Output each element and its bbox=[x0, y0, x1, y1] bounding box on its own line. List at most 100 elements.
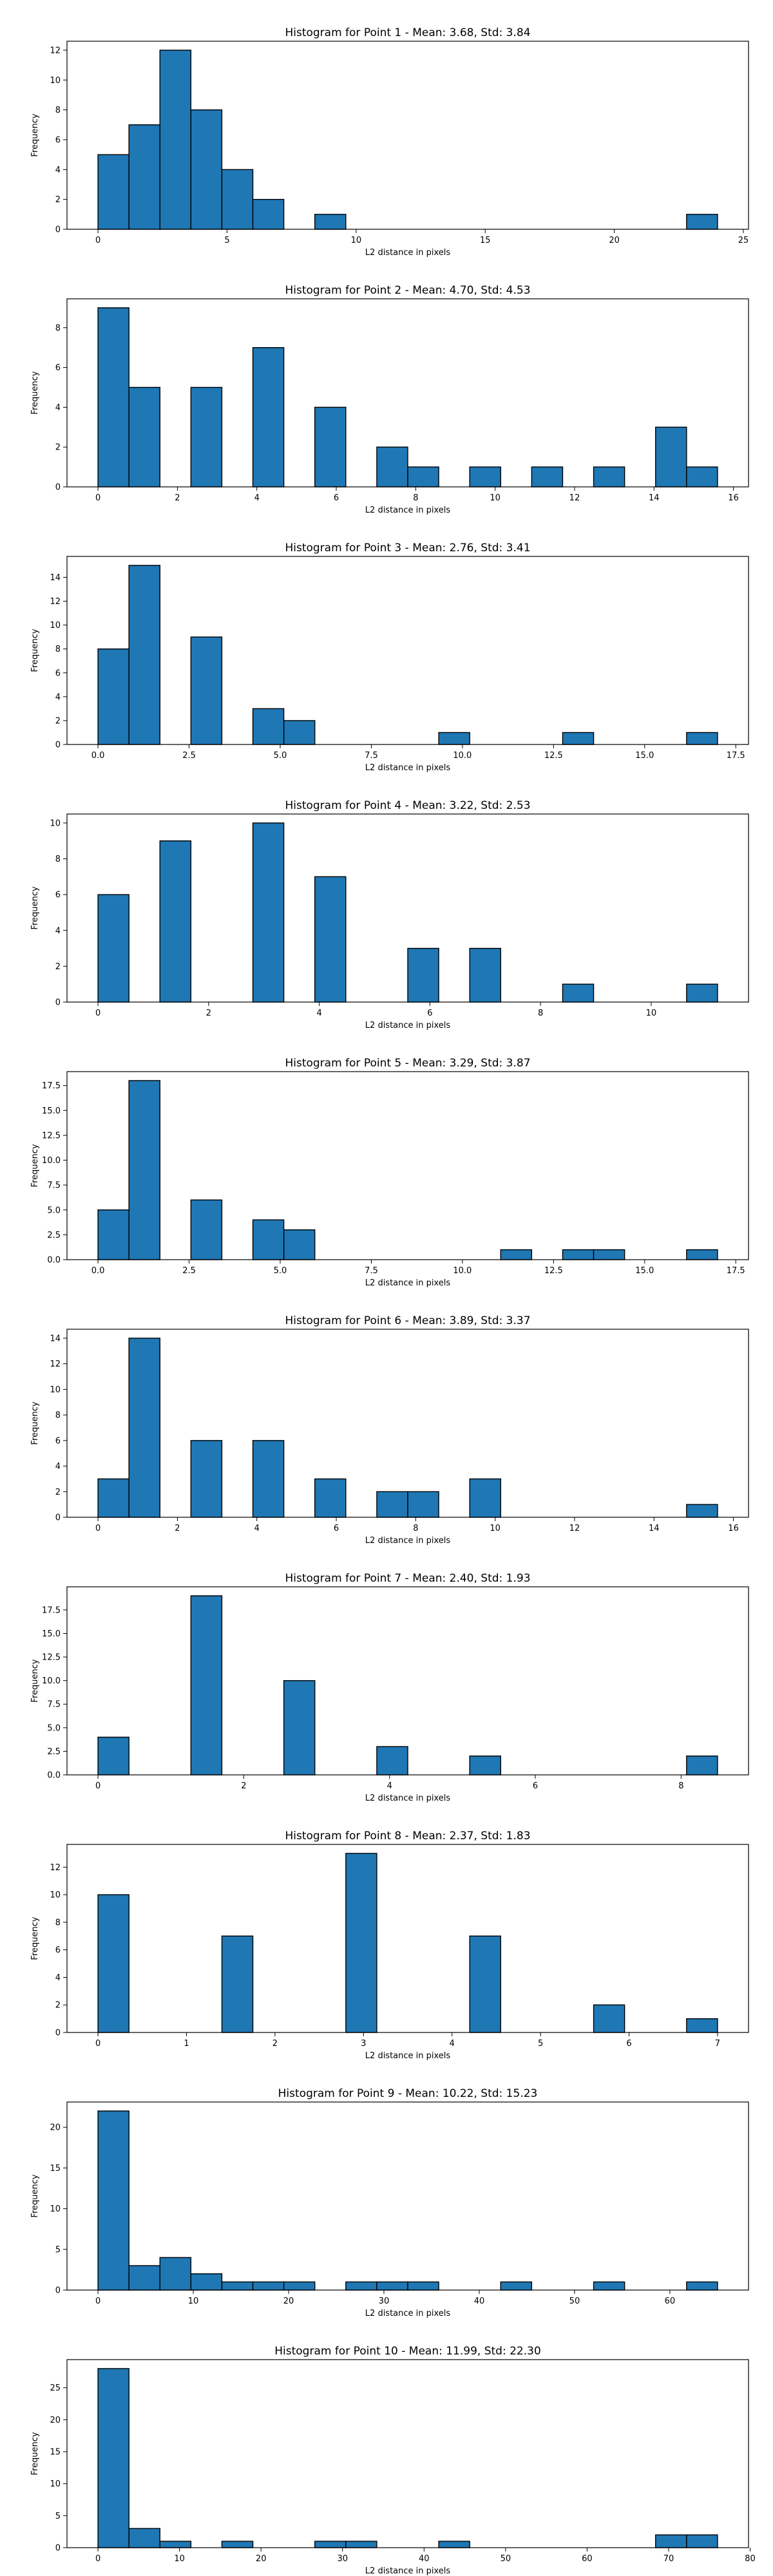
histogram-chart-4: Histogram for Point 4 - Mean: 3.22, Std:… bbox=[30, 799, 749, 1030]
histogram-bar bbox=[190, 636, 223, 745]
plot-frame bbox=[66, 41, 749, 230]
y-axis-label: Frequency bbox=[30, 2174, 40, 2217]
plot-frame bbox=[66, 1329, 749, 1518]
histogram-bar bbox=[252, 708, 285, 745]
histogram-bar bbox=[221, 1935, 254, 2033]
histogram-bar bbox=[97, 307, 129, 488]
x-tick-label: 0 bbox=[95, 493, 100, 503]
y-tick-label: 0 bbox=[55, 1513, 61, 1523]
histogram-bar bbox=[500, 1249, 533, 1260]
x-tick-label: 12.5 bbox=[544, 751, 563, 761]
x-tick-label: 16 bbox=[728, 493, 739, 503]
x-tick-label: 10.0 bbox=[453, 1266, 472, 1276]
histogram-bar bbox=[97, 1209, 129, 1260]
histogram-bar bbox=[252, 347, 285, 488]
histogram-bar bbox=[376, 446, 408, 488]
histogram-chart-5: Histogram for Point 5 - Mean: 3.29, Std:… bbox=[30, 1057, 749, 1288]
x-tick-label: 30 bbox=[337, 2554, 348, 2564]
histogram-bar bbox=[97, 2368, 129, 2548]
histogram-bar bbox=[128, 1080, 160, 1260]
x-tick-label: 7.5 bbox=[365, 751, 378, 761]
histogram-bar bbox=[438, 2541, 470, 2548]
y-tick-label: 8 bbox=[55, 1918, 61, 1927]
histogram-bar bbox=[221, 2281, 254, 2291]
x-tick-label: 10 bbox=[174, 2554, 185, 2564]
y-axis-label: Frequency bbox=[30, 629, 40, 672]
x-tick-label: 14 bbox=[649, 493, 660, 503]
x-tick-label: 5.0 bbox=[274, 1266, 287, 1276]
y-tick-label: 4 bbox=[55, 1973, 61, 1983]
histogram-bar bbox=[469, 947, 501, 1003]
y-tick-label: 8 bbox=[55, 106, 61, 115]
y-tick-label: 0 bbox=[55, 998, 61, 1008]
x-tick-label: 0 bbox=[95, 2554, 100, 2564]
x-tick-label: 25 bbox=[738, 236, 749, 245]
histogram-bar bbox=[686, 1504, 718, 1518]
histogram-bar bbox=[128, 1338, 160, 1518]
x-tick-label: 7 bbox=[715, 2039, 720, 2049]
x-tick-label: 60 bbox=[582, 2554, 593, 2564]
y-axis-label: Frequency bbox=[30, 371, 40, 414]
x-tick-label: 4 bbox=[254, 1524, 260, 1533]
x-tick-label: 5 bbox=[224, 236, 229, 245]
y-tick-label: 14 bbox=[50, 1334, 61, 1343]
y-tick-label: 0 bbox=[55, 2544, 61, 2553]
histogram-bar bbox=[345, 2281, 377, 2291]
histogram-bar bbox=[531, 466, 564, 488]
histogram-bar bbox=[407, 1491, 439, 1518]
histogram-bar bbox=[314, 2541, 347, 2548]
histogram-bar bbox=[686, 732, 718, 745]
y-tick-label: 10 bbox=[50, 2479, 61, 2489]
x-axis-label: L2 distance in pixels bbox=[365, 1278, 451, 1288]
histogram-bar bbox=[159, 50, 192, 230]
y-tick-label: 7.5 bbox=[47, 1700, 61, 1710]
x-tick-label: 14 bbox=[649, 1524, 660, 1533]
histogram-bar bbox=[97, 648, 129, 745]
x-tick-label: 10 bbox=[351, 236, 362, 245]
y-tick-label: 5 bbox=[55, 2245, 61, 2255]
plot-frame bbox=[66, 813, 749, 1003]
histogram-bar bbox=[97, 2110, 129, 2291]
x-tick-label: 6 bbox=[334, 1524, 339, 1533]
x-axis-label: L2 distance in pixels bbox=[365, 248, 451, 258]
x-tick-label: 10 bbox=[490, 1524, 501, 1533]
histogram-bar bbox=[469, 1935, 501, 2033]
x-axis-label: L2 distance in pixels bbox=[365, 1536, 451, 1546]
histogram-bar bbox=[686, 1249, 718, 1260]
histogram-bar bbox=[686, 466, 718, 488]
histogram-bar bbox=[469, 1756, 501, 1776]
y-tick-label: 12 bbox=[50, 1359, 61, 1369]
x-tick-label: 4 bbox=[387, 1781, 392, 1791]
x-axis-label: L2 distance in pixels bbox=[365, 2566, 451, 2576]
x-tick-label: 50 bbox=[501, 2554, 511, 2564]
histogram-bar bbox=[376, 2281, 408, 2291]
histogram-bar bbox=[283, 1229, 316, 1260]
y-tick-label: 5.0 bbox=[47, 1206, 61, 1215]
histogram-bar bbox=[97, 1736, 129, 1776]
x-tick-label: 0 bbox=[95, 236, 100, 245]
chart-title: Histogram for Point 9 - Mean: 10.22, Std… bbox=[278, 2087, 538, 2100]
y-tick-label: 12 bbox=[50, 597, 61, 607]
x-axis-label: L2 distance in pixels bbox=[365, 763, 451, 773]
x-tick-label: 15 bbox=[480, 236, 491, 245]
y-tick-label: 2 bbox=[55, 195, 61, 205]
y-axis-label: Frequency bbox=[30, 113, 40, 156]
x-tick-label: 6 bbox=[626, 2039, 631, 2049]
histogram-bar bbox=[190, 386, 223, 488]
x-tick-label: 0.0 bbox=[91, 751, 105, 761]
x-axis-label: L2 distance in pixels bbox=[365, 1021, 451, 1030]
histogram-bar bbox=[376, 1491, 408, 1518]
x-tick-label: 0 bbox=[95, 1781, 100, 1791]
histogram-bar bbox=[252, 822, 285, 1003]
y-axis-label: Frequency bbox=[30, 1401, 40, 1444]
y-tick-label: 0 bbox=[55, 2286, 61, 2296]
histogram-bar bbox=[252, 1440, 285, 1518]
y-axis-label: Frequency bbox=[30, 2432, 40, 2475]
y-tick-label: 10 bbox=[50, 621, 61, 630]
y-axis-label: Frequency bbox=[30, 1917, 40, 1960]
x-tick-label: 40 bbox=[419, 2554, 430, 2564]
y-tick-label: 17.5 bbox=[42, 1081, 61, 1091]
y-tick-label: 0 bbox=[55, 741, 61, 750]
x-tick-label: 6 bbox=[533, 1781, 538, 1791]
x-tick-label: 1 bbox=[184, 2039, 189, 2049]
